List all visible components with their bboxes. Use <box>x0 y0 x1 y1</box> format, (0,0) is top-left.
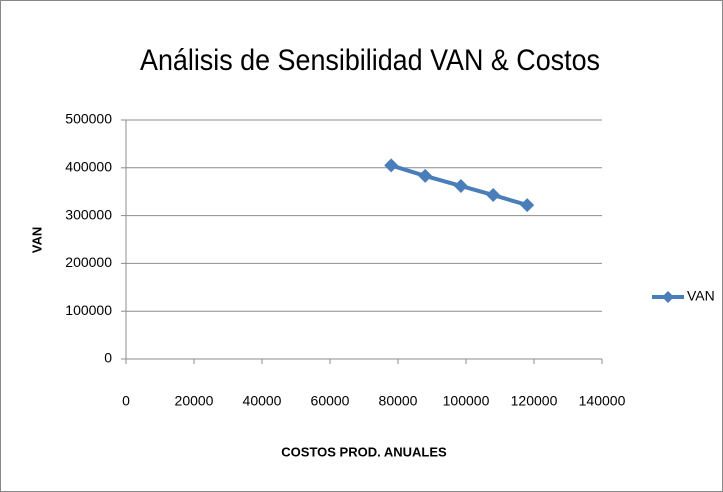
x-tick-label: 0 <box>122 393 130 409</box>
legend-marker <box>662 291 674 303</box>
data-point <box>486 188 501 203</box>
x-tick-label: 100000 <box>443 393 490 409</box>
x-tick-label: 80000 <box>379 393 418 409</box>
data-point <box>418 168 433 183</box>
x-tick-label: 140000 <box>579 393 626 409</box>
y-tick-label: 300000 <box>65 206 112 222</box>
legend-label: VAN <box>687 288 715 304</box>
data-point <box>453 178 468 193</box>
data-point <box>384 158 399 173</box>
x-tick-label: 20000 <box>175 393 214 409</box>
y-tick-label: 0 <box>104 350 112 366</box>
y-tick-label: 500000 <box>65 111 112 127</box>
x-tick-label: 120000 <box>511 393 558 409</box>
y-axis-title: VAN <box>29 227 44 253</box>
y-tick-label: 100000 <box>65 302 112 318</box>
y-tick-label: 200000 <box>65 254 112 270</box>
x-axis-title: COSTOS PROD. ANUALES <box>281 444 447 459</box>
chart-title: Análisis de Sensibilidad VAN & Costos <box>140 44 600 77</box>
y-tick-label: 400000 <box>65 159 112 175</box>
x-tick-label: 40000 <box>243 393 282 409</box>
data-point <box>520 198 535 213</box>
x-tick-label: 60000 <box>311 393 350 409</box>
